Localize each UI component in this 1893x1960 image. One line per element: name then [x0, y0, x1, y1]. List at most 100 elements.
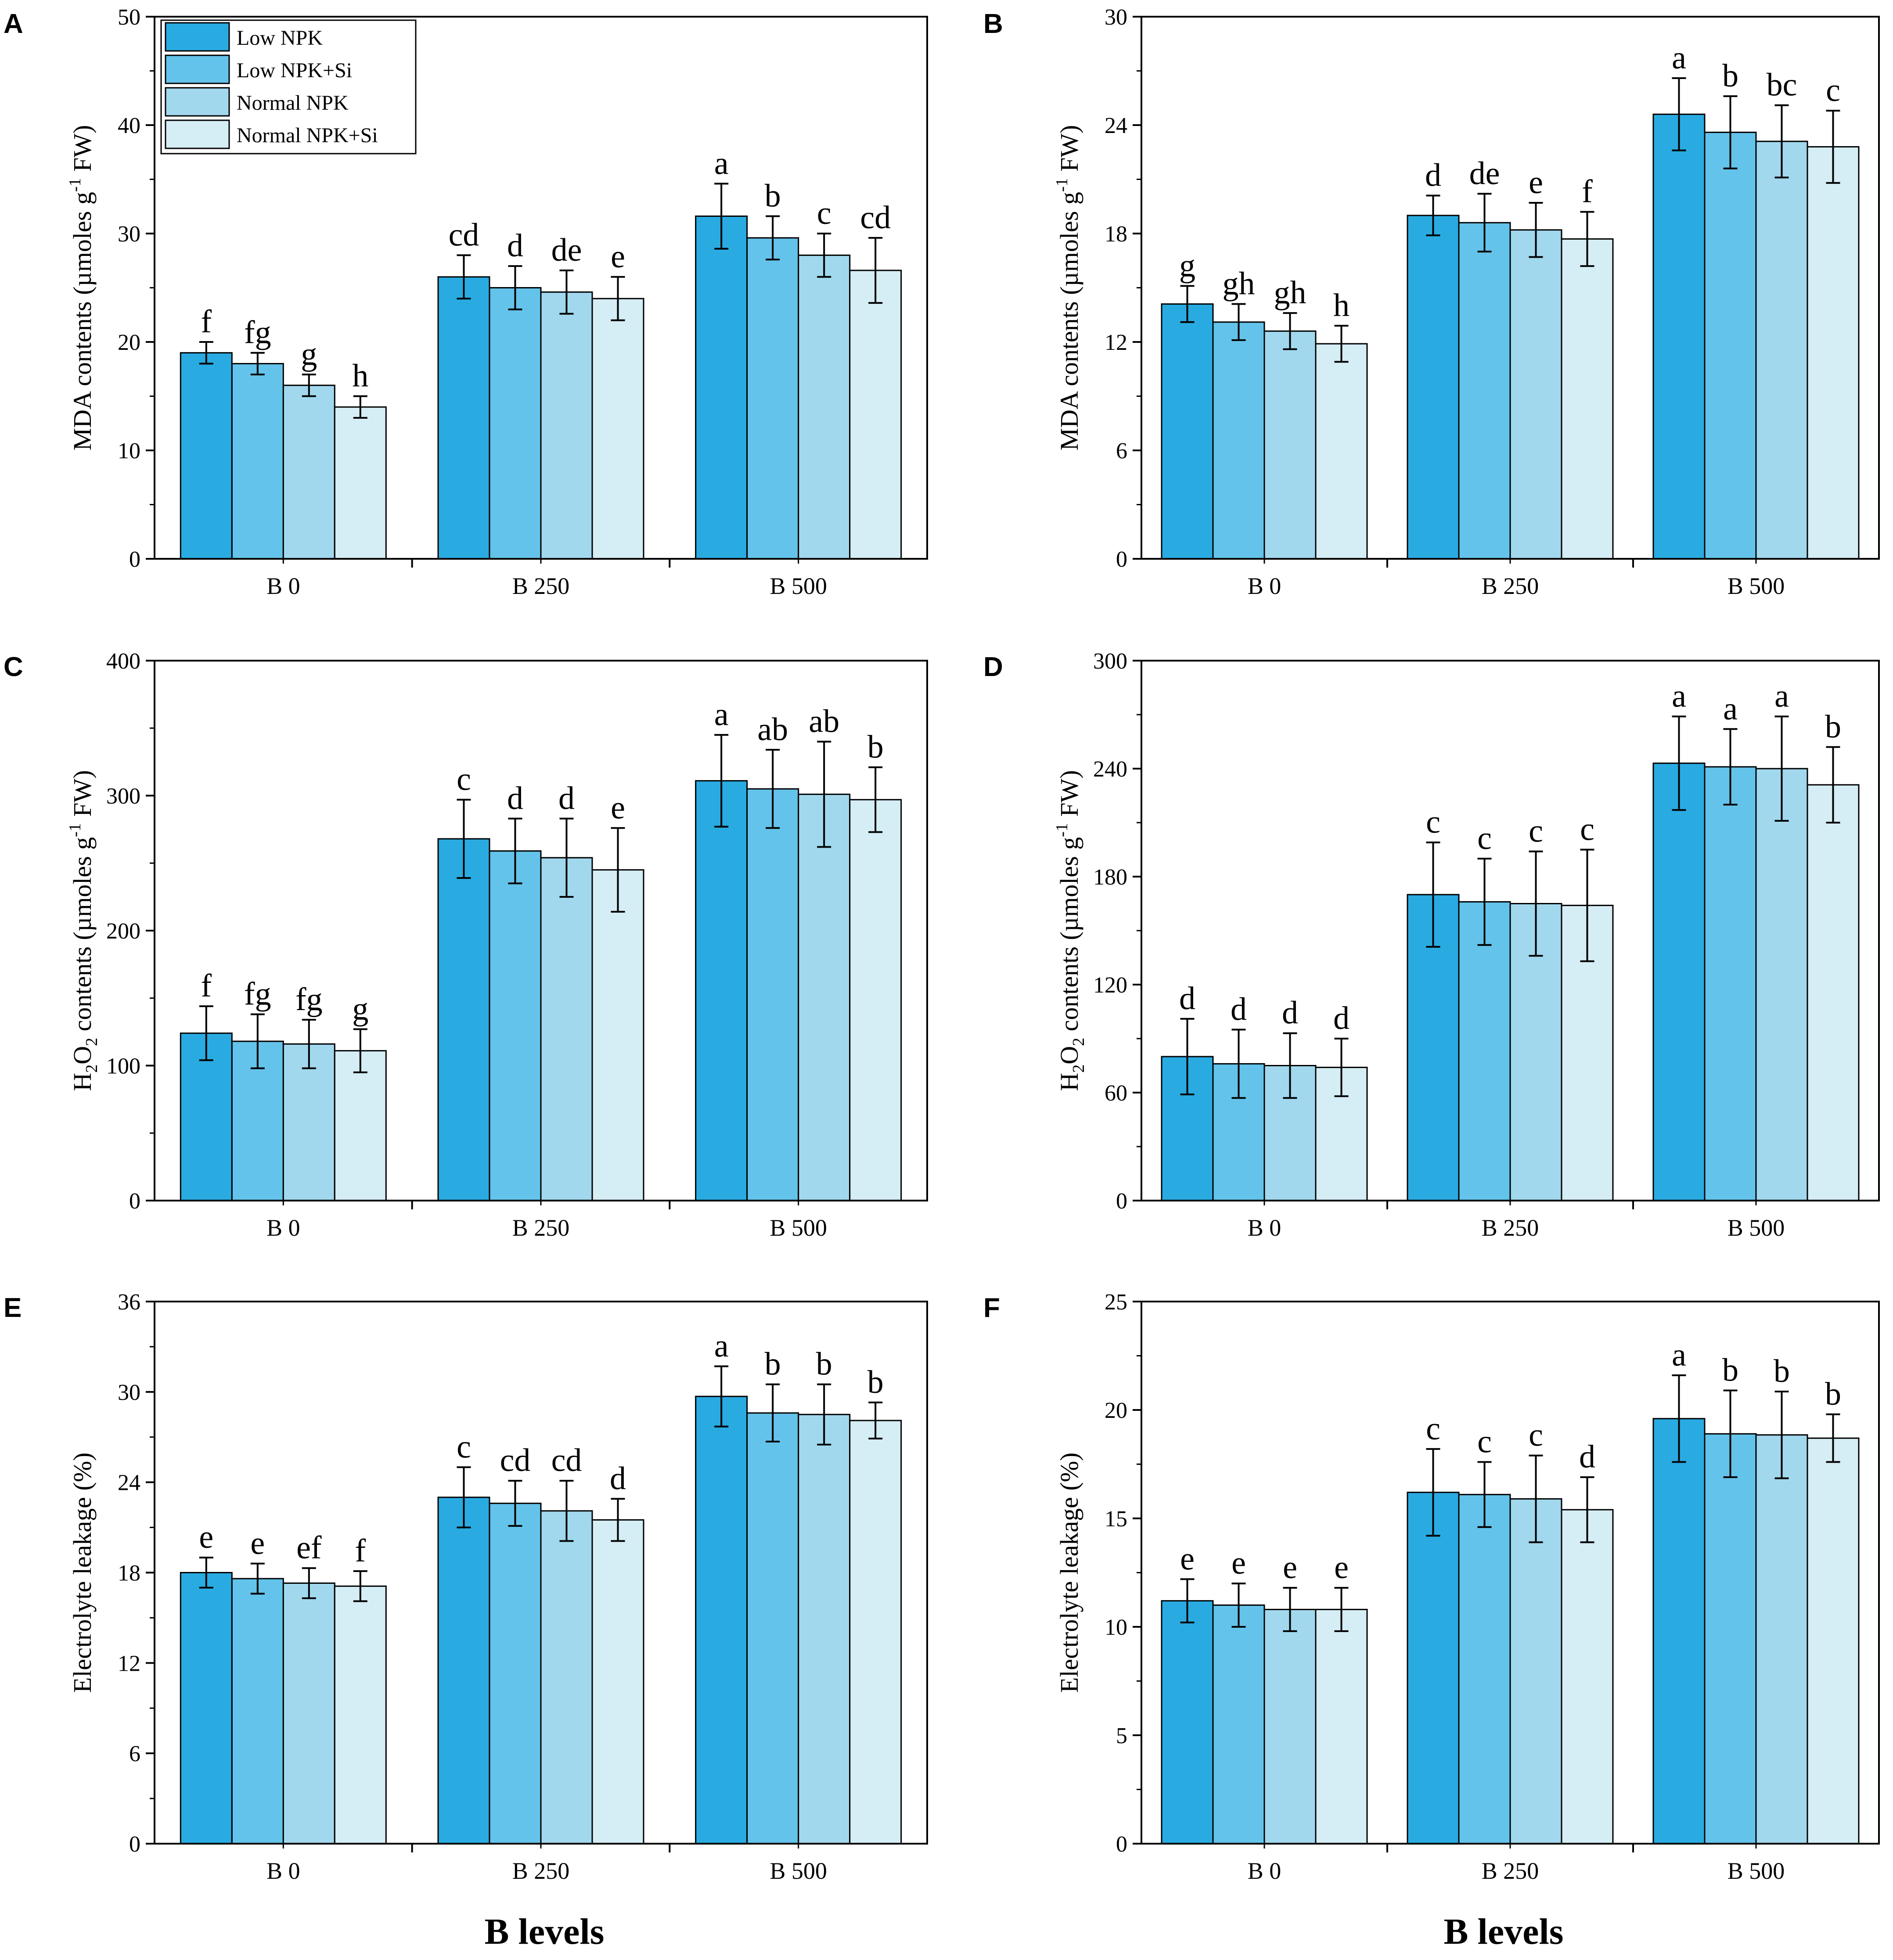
y-tick-label-d-3: 180 — [1093, 865, 1127, 890]
sig-letter-e-0-1: e — [250, 1525, 265, 1561]
sig-letter-a-1-1: d — [507, 228, 523, 264]
sig-letter-d-1-0: c — [1426, 804, 1440, 840]
legend-swatch-2 — [165, 87, 230, 117]
sig-letter-f-1-2: c — [1529, 1417, 1543, 1453]
bar-f-0-1 — [1212, 1604, 1265, 1845]
sig-letter-d-1-1: c — [1477, 820, 1492, 856]
sig-letter-f-2-1: b — [1722, 1352, 1738, 1388]
x-tick-label-a-2: B 500 — [770, 573, 827, 599]
bar-f-2-0 — [1652, 1418, 1706, 1845]
bar-c-1-3 — [591, 869, 644, 1201]
panel-label-a: A — [4, 9, 23, 39]
sig-letter-d-2-1: a — [1723, 691, 1738, 727]
bar-a-1-1 — [489, 287, 542, 560]
bar-d-2-2 — [1755, 768, 1808, 1201]
x-tick-label-c-0: B 0 — [266, 1215, 300, 1241]
sig-letter-c-1-0: c — [457, 762, 471, 798]
bar-e-2-0 — [695, 1395, 748, 1845]
y-tick-label-b-1: 6 — [1116, 439, 1127, 464]
y-tick-label-f-0: 0 — [1116, 1832, 1127, 1857]
chart-panel-a: Af cd a fg d b g de c h e cd 0 10 20 30 40 50 B 0 B 250 B 50… — [4, 5, 928, 599]
legend: Low NPK Low NPK+Si Normal NPK Normal NPK+Si — [160, 19, 417, 155]
y-tick-label-f-4: 20 — [1105, 1398, 1127, 1423]
sig-letter-c-2-3: b — [867, 729, 884, 765]
y-tick-label-f-3: 15 — [1105, 1507, 1127, 1532]
legend-swatch-0 — [165, 22, 230, 52]
y-axis-label-c: H2O2 contents (µmoles g-1 FW) — [66, 770, 101, 1091]
bar-f-0-2 — [1263, 1608, 1317, 1845]
x-tick-label-d-1: B 250 — [1482, 1215, 1539, 1241]
sig-letter-d-0-2: d — [1282, 995, 1298, 1031]
x-tick-label-d-2: B 500 — [1727, 1215, 1785, 1241]
sig-letter-c-0-1: fg — [244, 976, 271, 1012]
x-tick-label-f-1: B 250 — [1482, 1858, 1539, 1884]
sig-letter-b-0-2: gh — [1274, 275, 1306, 311]
sig-letter-e-0-0: e — [199, 1519, 213, 1555]
sig-letter-c-1-3: e — [611, 790, 625, 826]
sig-letter-e-1-3: d — [610, 1460, 626, 1496]
bar-d-2-0 — [1652, 762, 1706, 1201]
y-tick-label-b-5: 30 — [1105, 5, 1127, 30]
y-axis-label-e: Electrolyte leakage (%) — [68, 1453, 97, 1693]
x-tick-label-d-0: B 0 — [1248, 1215, 1281, 1241]
bar-e-0-3 — [334, 1585, 387, 1845]
sig-letter-a-2-3: cd — [860, 200, 891, 236]
sig-letter-c-2-0: a — [714, 697, 729, 733]
y-tick-label-b-3: 18 — [1105, 222, 1127, 247]
x-tick-label-c-1: B 250 — [512, 1215, 570, 1241]
bar-e-1-0 — [437, 1496, 490, 1845]
sig-letter-f-1-3: d — [1579, 1439, 1595, 1475]
sig-letter-b-0-3: h — [1333, 288, 1350, 324]
bar-f-2-2 — [1755, 1434, 1808, 1845]
legend-label-3: Normal NPK+Si — [237, 124, 378, 147]
sig-letter-f-2-2: b — [1774, 1353, 1790, 1389]
legend-swatch-3 — [165, 119, 230, 149]
sig-letter-a-0-1: fg — [244, 315, 271, 351]
x-tick-label-c-2: B 500 — [770, 1215, 827, 1241]
sig-letter-b-2-3: c — [1826, 72, 1840, 108]
sig-letter-b-2-0: a — [1672, 40, 1686, 76]
bar-b-1-2 — [1509, 229, 1562, 560]
sig-letter-a-0-0: f — [201, 304, 212, 340]
sig-letter-d-2-3: b — [1825, 709, 1841, 745]
y-tick-label-e-3: 18 — [118, 1561, 140, 1586]
sig-letter-f-0-0: e — [1180, 1541, 1195, 1577]
x-tick-label-a-1: B 250 — [512, 573, 570, 599]
chart-panel-c: Cf c a fg d ab fg d ab g e b 0 100 200 300 400 B 0 B 250 B … — [4, 649, 928, 1241]
sig-letter-a-1-3: e — [611, 239, 625, 275]
panel-label-f: F — [983, 1293, 1000, 1323]
sig-letter-b-1-1: de — [1469, 155, 1500, 191]
bar-f-1-0 — [1407, 1492, 1460, 1845]
bar-f-1-3 — [1561, 1509, 1614, 1845]
bar-f-0-3 — [1315, 1608, 1368, 1845]
bar-c-2-1 — [746, 788, 799, 1201]
y-tick-label-e-4: 24 — [118, 1471, 140, 1496]
y-tick-label-a-1: 10 — [118, 439, 140, 464]
y-tick-label-d-0: 0 — [1116, 1189, 1127, 1214]
y-tick-label-e-0: 0 — [129, 1832, 140, 1857]
y-tick-label-f-2: 10 — [1105, 1615, 1127, 1640]
sig-letter-f-0-2: e — [1283, 1550, 1297, 1586]
x-tick-label-e-0: B 0 — [266, 1858, 300, 1884]
bar-b-0-3 — [1315, 343, 1368, 560]
x-tick-label-b-2: B 500 — [1727, 573, 1785, 599]
x-tick-label-f-2: B 500 — [1727, 1858, 1785, 1884]
sig-letter-e-1-2: cd — [551, 1442, 582, 1478]
bar-f-2-3 — [1807, 1437, 1860, 1845]
sig-letter-a-2-0: a — [714, 145, 729, 181]
sig-letter-c-2-1: ab — [757, 712, 788, 748]
sig-letter-f-1-1: c — [1477, 1424, 1492, 1460]
bar-c-1-2 — [540, 857, 593, 1201]
bar-c-1-1 — [489, 850, 542, 1201]
y-tick-label-a-2: 20 — [118, 330, 140, 355]
bar-f-2-1 — [1704, 1433, 1757, 1845]
bar-c-2-3 — [849, 799, 902, 1201]
x-tick-label-b-1: B 250 — [1482, 573, 1539, 599]
bar-e-2-1 — [746, 1412, 799, 1845]
bar-b-2-2 — [1755, 140, 1808, 560]
sig-letter-b-1-2: e — [1529, 165, 1543, 201]
x-axis-title-left: B levels — [485, 1911, 605, 1952]
sig-letter-b-1-0: d — [1425, 158, 1441, 194]
sig-letter-e-0-2: ef — [296, 1530, 322, 1566]
y-tick-label-e-1: 6 — [129, 1741, 140, 1766]
